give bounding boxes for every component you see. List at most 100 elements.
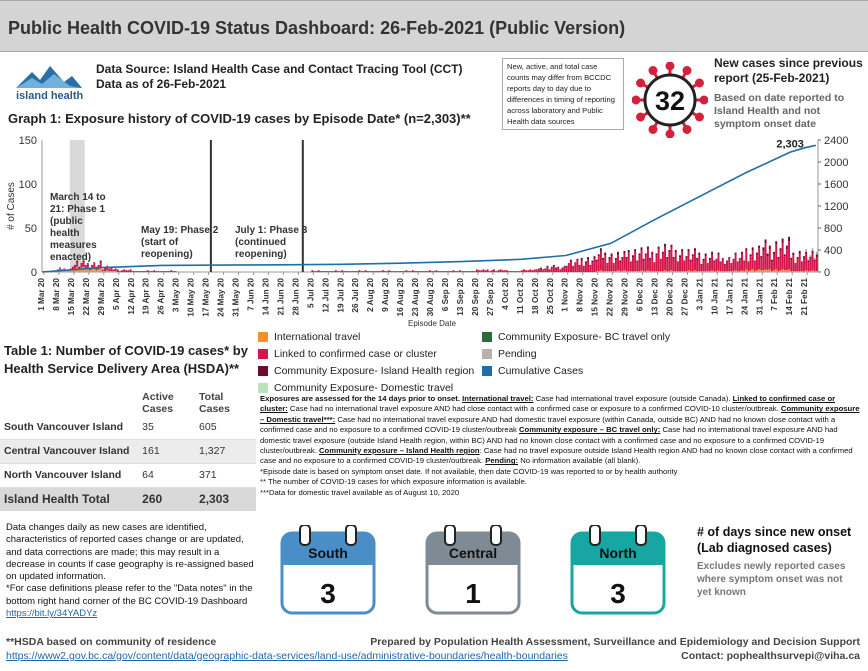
bar-segment bbox=[687, 249, 690, 252]
bar-segment bbox=[617, 254, 619, 271]
bar-segment bbox=[634, 251, 637, 272]
bar-segment bbox=[773, 254, 776, 271]
bar-segment bbox=[608, 258, 611, 272]
bar-segment bbox=[809, 257, 812, 259]
bar-segment bbox=[676, 271, 679, 272]
bar-segment bbox=[617, 251, 619, 255]
bar-segment bbox=[813, 261, 816, 272]
x-tick-label: 21 Feb 21 bbox=[800, 278, 809, 316]
bar-segment bbox=[706, 263, 709, 265]
bar-segment bbox=[698, 271, 701, 272]
bar-segment bbox=[702, 260, 705, 272]
bar-segment bbox=[777, 258, 780, 272]
bar-segment bbox=[813, 271, 816, 272]
bar-segment bbox=[580, 260, 583, 272]
note-foot1: *Episode date is based on symptom onset … bbox=[260, 466, 678, 476]
bar-segment bbox=[326, 271, 329, 272]
bar-segment bbox=[796, 271, 799, 272]
x-tick-label: 6 Dec 20 bbox=[636, 278, 645, 312]
bar-segment bbox=[696, 271, 699, 272]
bar-segment bbox=[751, 250, 754, 270]
bar-segment bbox=[706, 264, 709, 272]
bar-segment bbox=[696, 257, 699, 260]
legend-swatch bbox=[482, 349, 492, 359]
bar-segment bbox=[165, 271, 168, 272]
note-ih-text: : Case had no travel exposure outside Is… bbox=[260, 446, 853, 466]
bar-segment bbox=[785, 249, 788, 271]
col-active-header: Active Cases bbox=[142, 391, 174, 415]
bar-segment bbox=[76, 262, 79, 267]
bar-segment bbox=[646, 246, 649, 250]
bar-segment bbox=[726, 260, 729, 262]
bar-segment bbox=[89, 268, 91, 271]
bar-segment bbox=[172, 271, 175, 272]
bar-segment bbox=[646, 270, 649, 272]
y-tick-label: 100 bbox=[19, 179, 37, 191]
bar-segment bbox=[708, 259, 711, 272]
bar-segment bbox=[723, 271, 726, 272]
bar-segment bbox=[599, 270, 602, 272]
bar-segment bbox=[661, 253, 664, 272]
bar-segment bbox=[760, 270, 763, 272]
bar-segment bbox=[441, 271, 444, 272]
bar-segment bbox=[478, 270, 481, 272]
bar-segment bbox=[110, 267, 113, 272]
bar-segment bbox=[766, 253, 769, 257]
bar-segment bbox=[574, 263, 577, 272]
bar-segment bbox=[674, 252, 677, 272]
bar-segment bbox=[743, 260, 746, 262]
bar-segment bbox=[563, 265, 566, 267]
bar-segment bbox=[762, 270, 765, 272]
bar-segment bbox=[71, 267, 74, 270]
bar-segment bbox=[589, 264, 592, 266]
bar-segment bbox=[721, 257, 724, 259]
bar-segment bbox=[679, 271, 681, 272]
y-tick-label: 0 bbox=[31, 267, 37, 279]
bar-segment bbox=[480, 270, 483, 272]
bar-segment bbox=[467, 271, 470, 272]
exposure-history-chart: 0 50 100 150 0 400 800 1200 1600 2000 2400 # of Cas… bbox=[6, 135, 848, 328]
bar-segment bbox=[582, 266, 585, 272]
bar-segment bbox=[377, 271, 380, 272]
bar-segment bbox=[813, 259, 816, 262]
bar-segment bbox=[108, 271, 111, 272]
bar-segment bbox=[567, 264, 570, 272]
bar-segment bbox=[685, 271, 688, 272]
y-axis-label: # of Cases bbox=[6, 182, 17, 230]
calendar-days-count: 1 bbox=[465, 578, 481, 609]
bar-segment bbox=[738, 257, 741, 259]
bar-segment bbox=[501, 270, 504, 272]
bar-segment bbox=[670, 244, 673, 248]
bar-segment bbox=[384, 271, 386, 272]
legend-item: International travel bbox=[258, 331, 360, 343]
bar-segment bbox=[764, 269, 767, 272]
bc-dashboard-link[interactable]: https://bit.ly/34YADYz bbox=[6, 608, 98, 620]
legend-item: Community Exposure- Domestic travel bbox=[258, 382, 453, 394]
bar-segment bbox=[717, 270, 720, 272]
bar-segment bbox=[642, 260, 645, 272]
bar-segment bbox=[747, 261, 750, 263]
bar-segment bbox=[773, 270, 776, 272]
virus-spike-tip bbox=[648, 66, 658, 76]
bar-segment bbox=[736, 262, 739, 272]
calendar-hsda-name: Central bbox=[449, 545, 497, 561]
bar-segment bbox=[574, 262, 577, 264]
bar-segment bbox=[604, 252, 607, 256]
bar-segment bbox=[794, 263, 797, 265]
bar-segment bbox=[668, 250, 671, 252]
bar-segment bbox=[597, 254, 600, 257]
bar-segment bbox=[345, 271, 348, 272]
hsda-active: 35 bbox=[142, 420, 154, 433]
bar-segment bbox=[666, 271, 669, 272]
hsda-boundaries-link[interactable]: https://www2.gov.bc.ca/gov/content/data/… bbox=[6, 650, 568, 662]
bar-segment bbox=[74, 264, 77, 266]
bar-segment bbox=[798, 250, 801, 254]
bar-segment bbox=[770, 261, 773, 272]
bar-segment bbox=[655, 271, 658, 272]
bar-segment bbox=[621, 271, 624, 272]
bar-segment bbox=[555, 267, 557, 269]
bar-segment bbox=[815, 257, 818, 272]
x-tick-label: 28 Jun 20 bbox=[291, 278, 300, 316]
bar-segment bbox=[807, 262, 810, 272]
bar-segment bbox=[636, 261, 639, 272]
